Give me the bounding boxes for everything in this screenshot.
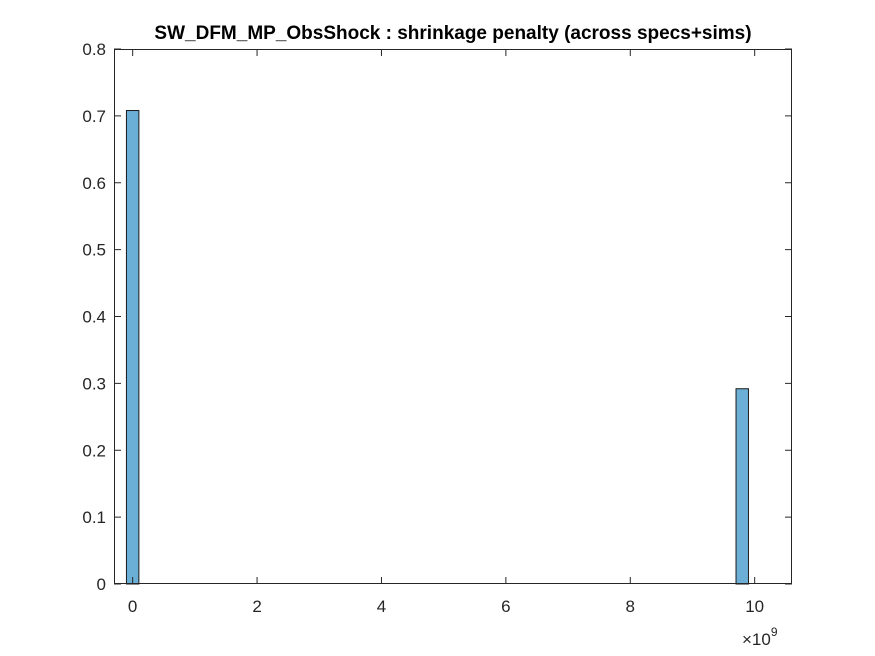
y-tick-label: 0.1	[82, 508, 106, 527]
y-tick-label: 0	[97, 575, 106, 594]
x-axis-exponent-label: ×109	[742, 625, 778, 649]
histogram-bar	[735, 388, 749, 585]
axes-group	[114, 49, 792, 584]
y-tick-label: 0.6	[82, 174, 106, 193]
y-tick-label: 0.4	[82, 308, 106, 327]
chart-title: SW_DFM_MP_ObsShock : shrinkage penalty (…	[154, 23, 751, 44]
axes-box	[114, 49, 792, 584]
y-tick-label: 0.5	[82, 241, 106, 260]
y-tick-label: 0.3	[82, 374, 106, 393]
x-tick-label: 2	[252, 597, 261, 616]
histogram-bar	[125, 110, 140, 585]
x-tick-label: 6	[501, 597, 510, 616]
y-tick-label: 0.2	[82, 441, 106, 460]
x-tick-label: 0	[128, 597, 137, 616]
y-tick-label: 0.7	[82, 107, 106, 126]
x-tick-label: 4	[377, 597, 386, 616]
x-tick-label: 10	[745, 597, 764, 616]
bars-group	[125, 110, 749, 585]
x-axis-ticks: 0 2 4 6 8 10	[128, 49, 764, 616]
y-axis-ticks: 0 0.1 0.2 0.3 0.4 0.5 0.6 0.7 0.8	[82, 40, 792, 594]
x-tick-label: 8	[626, 597, 635, 616]
y-tick-label: 0.8	[82, 40, 106, 59]
